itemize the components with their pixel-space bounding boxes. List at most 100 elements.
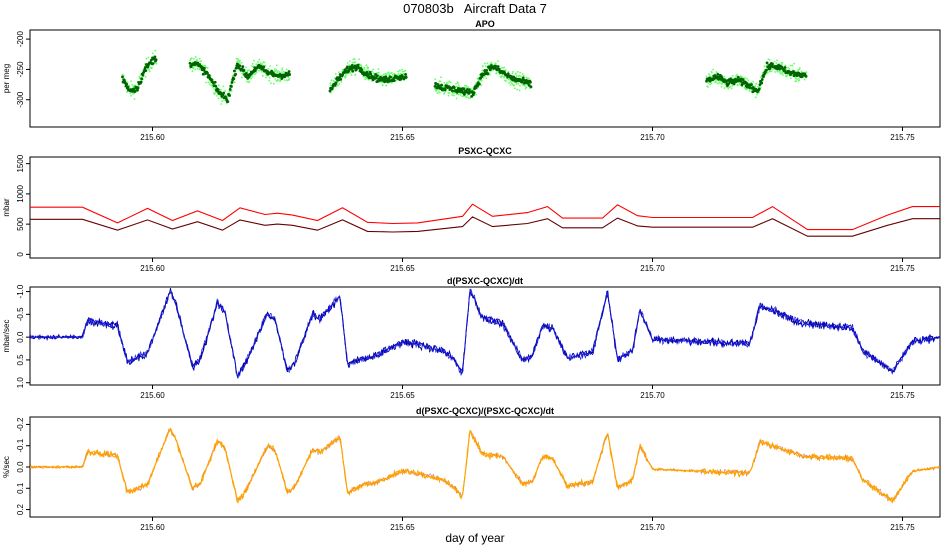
apo-raw-point xyxy=(208,83,211,86)
apo-raw-point xyxy=(366,77,368,80)
apo-raw-point xyxy=(354,73,357,76)
apo-raw-point xyxy=(513,84,516,87)
apo-raw-point xyxy=(723,75,726,78)
y-tick-label: -250 xyxy=(16,61,25,78)
x-tick-label: 215.60 xyxy=(140,133,165,142)
apo-raw-point xyxy=(495,72,498,74)
apo-raw-point xyxy=(786,75,788,77)
apo-smoothed-point xyxy=(196,61,200,65)
apo-raw-point xyxy=(274,78,277,80)
apo-smoothed-point xyxy=(153,55,157,59)
apo-raw-point xyxy=(372,72,375,75)
apo-raw-point xyxy=(251,75,254,78)
apo-raw-point xyxy=(338,71,340,74)
apo-raw-point xyxy=(350,74,353,77)
apo-smoothed-point xyxy=(238,64,242,68)
apo-raw-point xyxy=(518,74,521,77)
y-tick-label: 1000 xyxy=(16,184,25,202)
apo-smoothed-point xyxy=(485,68,488,72)
apo-raw-point xyxy=(391,75,394,78)
apo-raw-point xyxy=(528,77,530,80)
apo-raw-point xyxy=(200,60,203,63)
apo-raw-point xyxy=(456,93,458,96)
apo-smoothed-point xyxy=(144,69,148,73)
apo-raw-point xyxy=(276,70,279,72)
apo-raw-point xyxy=(278,71,281,73)
apo-raw-point xyxy=(736,73,738,76)
apo-raw-point xyxy=(381,81,384,84)
apo-raw-point xyxy=(390,81,393,84)
apo-raw-point xyxy=(262,75,264,77)
apo-raw-point xyxy=(500,67,503,69)
apo-raw-point xyxy=(263,61,266,64)
apo-raw-point xyxy=(714,80,717,83)
x-tick-label: 215.60 xyxy=(140,264,165,273)
apo-raw-point xyxy=(241,76,243,79)
apo-raw-point xyxy=(717,82,719,85)
apo-smoothed-point xyxy=(521,76,525,80)
apo-smoothed-point xyxy=(748,86,752,90)
apo-raw-point xyxy=(501,75,504,78)
apo-raw-point xyxy=(770,70,773,73)
apo-smoothed-point xyxy=(331,86,334,90)
apo-raw-point xyxy=(720,85,723,88)
apo-raw-point xyxy=(776,70,779,73)
apo-raw-point xyxy=(151,66,153,69)
series-line xyxy=(30,428,940,504)
apo-smoothed-point xyxy=(389,75,392,79)
apo-smoothed-point xyxy=(226,100,230,104)
apo-smoothed-point xyxy=(350,64,354,67)
apo-raw-point xyxy=(132,85,135,87)
apo-raw-point xyxy=(401,68,403,71)
y-tick-label: 1.0 xyxy=(16,377,25,389)
apo-smoothed-point xyxy=(783,68,786,72)
apo-raw-point xyxy=(220,88,222,91)
series-line xyxy=(30,203,940,231)
apo-raw-point xyxy=(516,88,519,91)
y-tick-label: 0.0 xyxy=(16,461,25,473)
apo-raw-point xyxy=(707,86,709,88)
apo-smoothed-point xyxy=(440,83,443,87)
apo-raw-point xyxy=(447,94,450,97)
apo-raw-point xyxy=(518,89,521,92)
apo-raw-point xyxy=(457,84,460,86)
apo-raw-point xyxy=(148,69,151,71)
apo-raw-point xyxy=(768,59,771,61)
apo-raw-point xyxy=(763,65,766,68)
apo-raw-point xyxy=(230,90,233,92)
apo-smoothed-point xyxy=(800,75,804,79)
apo-smoothed-point xyxy=(462,87,466,91)
apo-smoothed-point xyxy=(214,84,218,88)
apo-raw-point xyxy=(489,73,491,76)
x-tick-label: 215.75 xyxy=(890,391,915,400)
apo-raw-point xyxy=(729,85,732,88)
apo-raw-point xyxy=(736,84,739,87)
series-line xyxy=(30,288,940,378)
apo-raw-point xyxy=(781,71,784,74)
apo-raw-point xyxy=(137,85,140,87)
apo-raw-point xyxy=(466,94,469,97)
panel-1: APO per meg 215.60 215.65 215.70 215.75 -200 -2… xyxy=(2,19,941,142)
apo-raw-point xyxy=(755,82,758,85)
apo-raw-point xyxy=(754,96,757,99)
apo-raw-point xyxy=(484,65,487,68)
apo-raw-point xyxy=(519,75,522,78)
apo-raw-point xyxy=(268,79,271,82)
apo-raw-point xyxy=(712,68,714,71)
y-tick-label: 0.2 xyxy=(16,503,25,515)
x-tick-label: 215.65 xyxy=(390,133,415,142)
apo-raw-point xyxy=(154,49,157,52)
apo-raw-point xyxy=(330,79,333,82)
apo-smoothed-point xyxy=(376,74,379,78)
apo-raw-point xyxy=(363,68,366,71)
apo-raw-point xyxy=(353,58,356,60)
apo-smoothed-point xyxy=(757,87,761,91)
series-line xyxy=(30,289,940,379)
apo-raw-point xyxy=(285,68,288,71)
apo-raw-point xyxy=(447,81,449,84)
apo-raw-point xyxy=(139,74,142,76)
apo-raw-point xyxy=(345,74,347,77)
apo-raw-point xyxy=(351,61,354,64)
apo-raw-point xyxy=(727,87,730,90)
series-line xyxy=(30,216,940,237)
